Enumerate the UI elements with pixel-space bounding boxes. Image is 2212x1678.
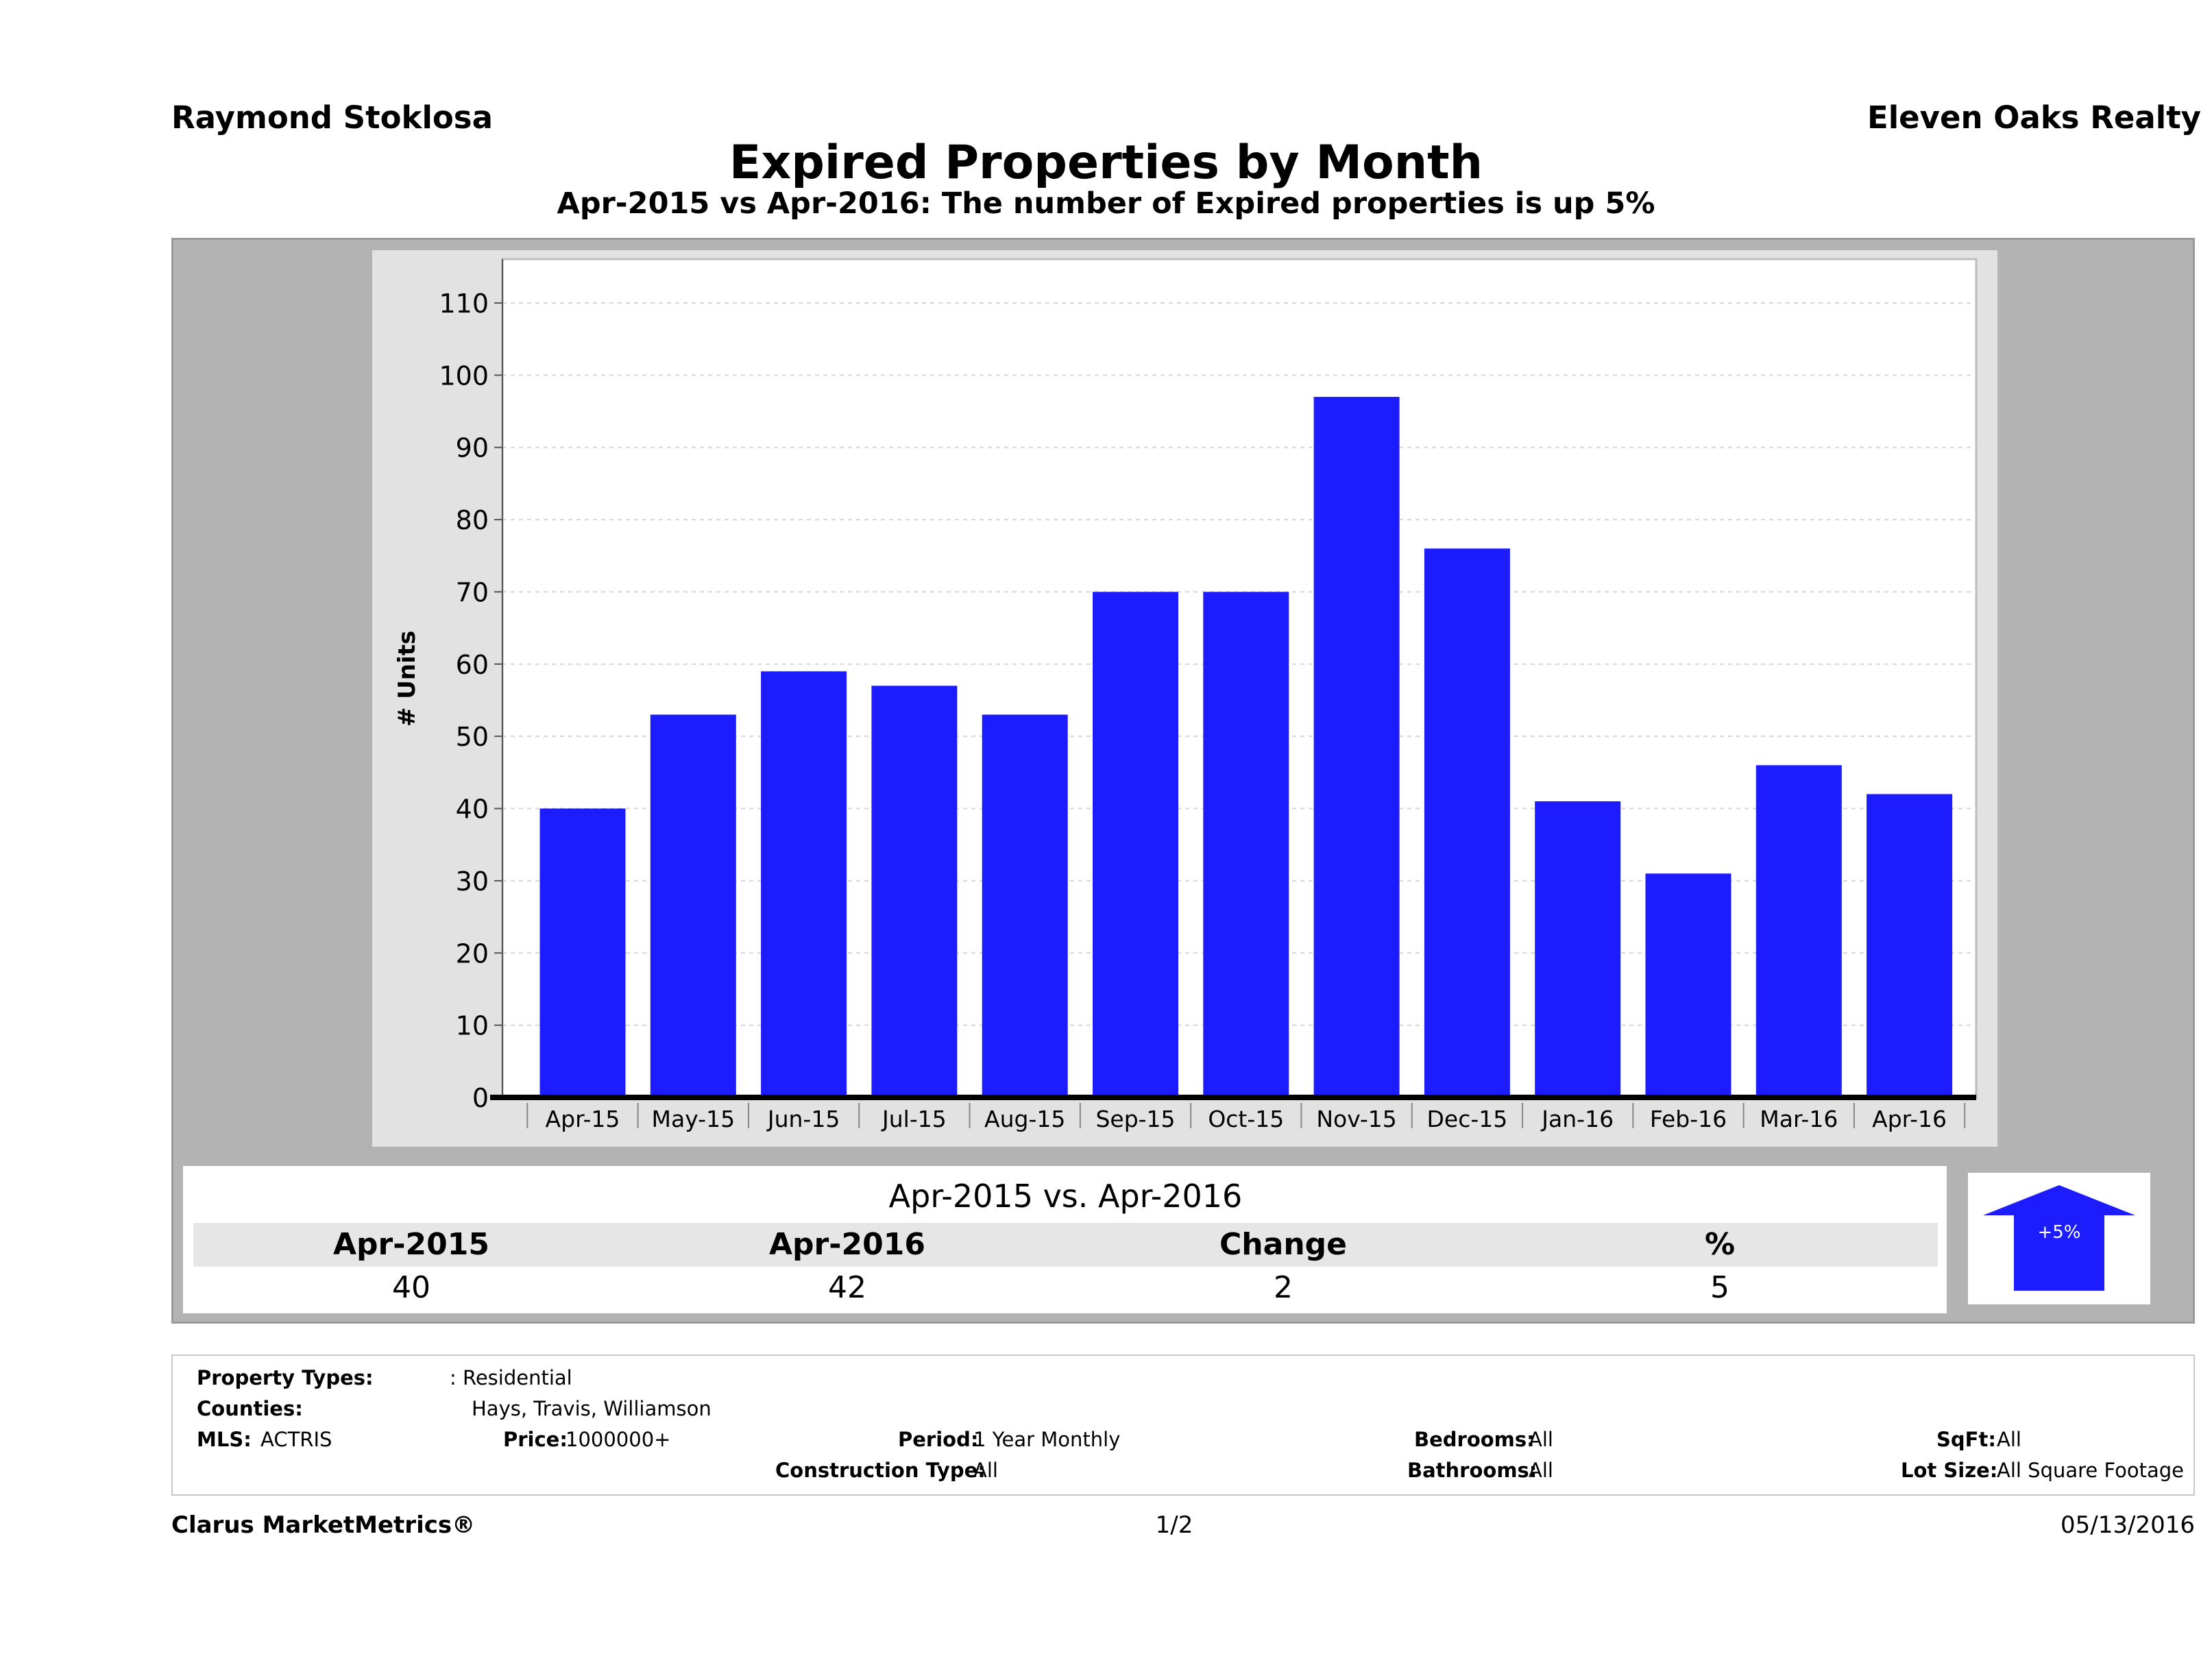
price-value: 1000000+ bbox=[566, 1428, 671, 1451]
lot-size-label: Lot Size: bbox=[1901, 1459, 1998, 1482]
value-apr-2016: 42 bbox=[828, 1270, 866, 1305]
y-tick-label: 80 bbox=[456, 505, 489, 535]
bars bbox=[539, 396, 1953, 1097]
y-tick-label: 40 bbox=[456, 794, 489, 825]
agent-name: Raymond Stoklosa bbox=[171, 99, 493, 136]
bar-jul-15 bbox=[871, 685, 958, 1097]
x-tick-label: Jul-15 bbox=[881, 1106, 947, 1132]
x-tick-label: Sep-15 bbox=[1095, 1106, 1175, 1132]
header-apr-2016: Apr-2016 bbox=[769, 1227, 925, 1262]
company-name: Eleven Oaks Realty bbox=[1867, 99, 2201, 136]
bar-mar-16 bbox=[1755, 765, 1842, 1097]
y-tick-label: 50 bbox=[456, 722, 489, 752]
y-tick-label: 70 bbox=[456, 577, 489, 607]
y-tick-label: 10 bbox=[456, 1011, 489, 1041]
comparison-title-row bbox=[193, 1174, 1938, 1221]
header-apr-2015: Apr-2015 bbox=[333, 1227, 489, 1262]
bar-sep-15 bbox=[1093, 592, 1178, 1097]
chart-subtitle: Apr-2015 vs Apr-2016: The number of Expi… bbox=[557, 186, 1655, 221]
mls-value: ACTRIS bbox=[260, 1428, 332, 1451]
y-tick-label: 0 bbox=[472, 1083, 489, 1113]
construction-type-value: All bbox=[973, 1459, 998, 1482]
x-tick-label: Oct-15 bbox=[1208, 1106, 1284, 1132]
up-arrow-icon: +5% bbox=[1983, 1185, 2135, 1291]
sqft-label: SqFt: bbox=[1936, 1428, 1996, 1451]
y-tick-label: 20 bbox=[456, 938, 489, 969]
property-types-value: : Residential bbox=[450, 1366, 572, 1389]
period-value: 1 Year Monthly bbox=[973, 1428, 1121, 1451]
bar-aug-15 bbox=[982, 714, 1068, 1097]
x-tick-label: Apr-15 bbox=[546, 1106, 620, 1132]
bar-apr-16 bbox=[1867, 794, 1953, 1097]
price-label: Price: bbox=[503, 1428, 568, 1451]
lot-size-value: All Square Footage bbox=[1997, 1459, 2185, 1482]
bedrooms-value: All bbox=[1529, 1428, 1553, 1451]
x-tick-label: Feb-16 bbox=[1650, 1106, 1727, 1132]
bathrooms-label: Bathrooms: bbox=[1407, 1459, 1538, 1482]
bar-chart: 0 10 20 30 40 50 60 70 80 90 100 110 Apr-15 May-15 Ju… bbox=[393, 258, 1978, 1132]
footer-date: 05/13/2016 bbox=[2061, 1511, 2195, 1539]
bar-dec-15 bbox=[1424, 548, 1510, 1097]
comparison-title: Apr-2015 vs. Apr-2016 bbox=[888, 1178, 1243, 1215]
bar-apr-15 bbox=[539, 808, 626, 1097]
x-tick-label: Jun-15 bbox=[766, 1106, 840, 1132]
header-percent: % bbox=[1704, 1227, 1736, 1262]
y-tick-label: 60 bbox=[456, 650, 489, 680]
criteria-panel bbox=[171, 1354, 2195, 1496]
bar-may-15 bbox=[650, 714, 736, 1097]
y-axis-ticks: 0 10 20 30 40 50 60 70 80 90 100 110 bbox=[439, 289, 502, 1113]
change-indicator-label: +5% bbox=[2037, 1222, 2080, 1243]
x-tick-label: Aug-15 bbox=[984, 1106, 1065, 1132]
bedrooms-label: Bedrooms: bbox=[1414, 1428, 1535, 1451]
y-axis-label: # Units bbox=[393, 631, 421, 727]
y-tick-label: 110 bbox=[439, 289, 489, 319]
bar-jun-15 bbox=[761, 671, 847, 1097]
bathrooms-value: All bbox=[1529, 1459, 1553, 1482]
comparison-header-row bbox=[193, 1223, 1938, 1267]
x-tick-label: Nov-15 bbox=[1316, 1106, 1396, 1132]
x-tick-label: Apr-16 bbox=[1872, 1106, 1947, 1132]
mls-label: MLS: bbox=[197, 1428, 252, 1451]
x-axis-ticks: Apr-15 May-15 Jun-15 Jul-15 Aug-15 Sep-15 Oct-… bbox=[526, 1103, 1966, 1132]
counties-value: Hays, Travis, Williamson bbox=[472, 1397, 712, 1420]
x-tick-label: Mar-16 bbox=[1760, 1106, 1838, 1132]
chart-title: Expired Properties by Month bbox=[729, 136, 1483, 190]
up-arrow-shape bbox=[1983, 1185, 2135, 1291]
bar-nov-15 bbox=[1313, 396, 1400, 1097]
y-tick-label: 90 bbox=[456, 433, 489, 463]
y-tick-label: 100 bbox=[439, 361, 489, 391]
value-percent: 5 bbox=[1710, 1270, 1729, 1305]
footer-brand: Clarus MarketMetrics® bbox=[171, 1511, 476, 1539]
sqft-value: All bbox=[1997, 1428, 2021, 1451]
x-tick-label: May-15 bbox=[652, 1106, 736, 1132]
value-apr-2015: 40 bbox=[392, 1270, 430, 1305]
y-tick-label: 30 bbox=[456, 866, 489, 897]
bar-jan-16 bbox=[1535, 801, 1621, 1097]
x-tick-label: Dec-15 bbox=[1427, 1106, 1508, 1132]
period-label: Period: bbox=[898, 1428, 979, 1451]
bar-feb-16 bbox=[1645, 873, 1731, 1097]
bar-oct-15 bbox=[1203, 592, 1289, 1097]
comparison-value-row bbox=[193, 1269, 1938, 1307]
footer-page-number: 1/2 bbox=[1155, 1511, 1193, 1539]
construction-type-label: Construction Type: bbox=[775, 1459, 986, 1482]
value-change: 2 bbox=[1274, 1270, 1293, 1305]
property-types-label: Property Types: bbox=[197, 1366, 374, 1389]
header-change: Change bbox=[1219, 1227, 1347, 1262]
x-tick-label: Jan-16 bbox=[1540, 1106, 1614, 1132]
counties-label: Counties: bbox=[197, 1397, 303, 1420]
